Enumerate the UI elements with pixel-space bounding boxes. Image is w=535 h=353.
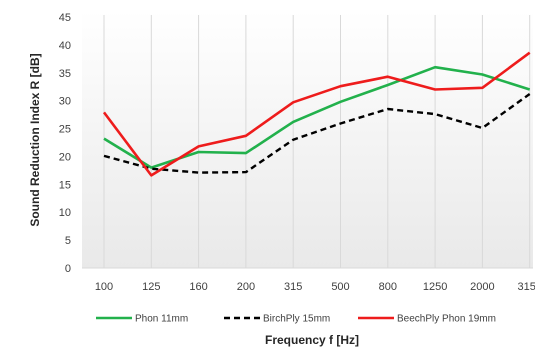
x-tick-label: 125	[142, 281, 160, 293]
series-lines	[102, 51, 531, 177]
y-tick-labels: 0 5 10 15 20 25 30 35 40 45	[59, 12, 71, 275]
grid	[82, 15, 533, 269]
y-tick-label: 0	[65, 263, 71, 275]
x-tick-label: 3150	[517, 281, 535, 293]
x-tick-label: 315	[284, 281, 302, 293]
y-tick-label: 35	[59, 68, 71, 80]
y-axis-title: Sound Reduction Index R [dB]	[28, 53, 42, 226]
x-tick-label: 160	[189, 281, 207, 293]
y-tick-label: 30	[59, 96, 71, 108]
y-tick-label: 25	[59, 124, 71, 136]
x-tick-label: 200	[237, 281, 255, 293]
plot-area	[82, 10, 533, 268]
legend-label: BeechPly Phon 19mm	[397, 314, 496, 325]
y-tick-label: 45	[59, 12, 71, 24]
legend-label: Phon 11mm	[135, 314, 188, 325]
x-tick-label: 100	[95, 281, 113, 293]
y-tick-label: 10	[59, 207, 71, 219]
legend-label: BirchPly 15mm	[263, 314, 330, 325]
series-line-birchply-15mm	[103, 93, 531, 174]
y-tick-label: 5	[65, 235, 71, 247]
x-tick-label: 500	[331, 281, 349, 293]
series-line-beechply-phon-19mm	[102, 51, 531, 177]
x-tick-label: 2000	[470, 281, 494, 293]
x-axis-title: Frequency f [Hz]	[265, 333, 359, 347]
legend: Phon 11mm BirchPly 15mm BeechPly Phon 19mm	[96, 314, 496, 325]
x-tick-label: 1250	[423, 281, 447, 293]
y-tick-label: 15	[59, 179, 71, 191]
y-tick-label: 40	[59, 40, 71, 52]
y-tick-label: 20	[59, 151, 71, 163]
x-tick-labels: 100 125 160 200 315 500 800 1250 2000 3150	[95, 281, 535, 293]
x-tick-label: 800	[379, 281, 397, 293]
